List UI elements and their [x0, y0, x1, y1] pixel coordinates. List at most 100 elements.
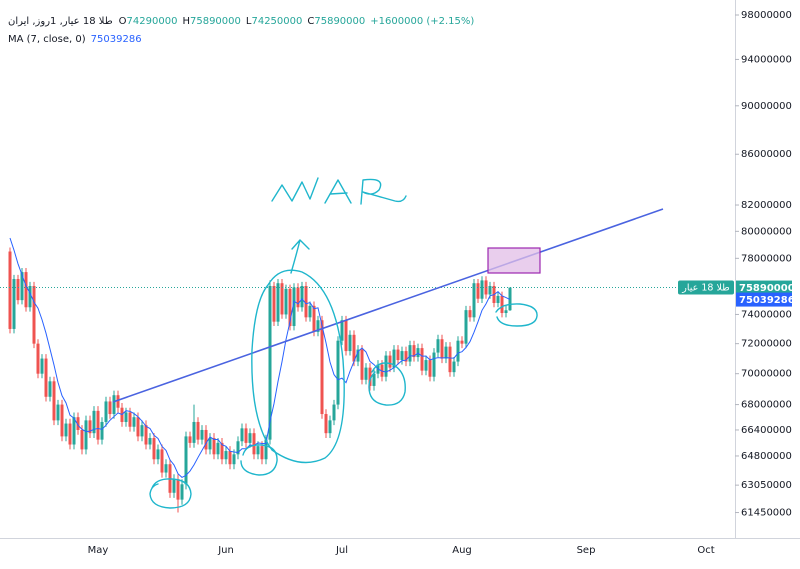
candle-body [156, 449, 160, 460]
last-price-label: 75890000 [739, 283, 795, 294]
candle-body [248, 433, 252, 443]
candle-body [476, 283, 480, 299]
y-tick-label: 82000000 [741, 200, 792, 211]
candle-body [384, 355, 388, 377]
candle-body [140, 425, 144, 437]
candle-body [92, 410, 96, 434]
candle-body [388, 355, 392, 368]
symbol: طلا 18 عیار, 1روز, ایران [8, 16, 113, 27]
candle-body [224, 451, 228, 460]
candle-body [428, 360, 432, 377]
ohlc-value: 74250000 [251, 16, 303, 27]
ma-value-label: 75039286 [739, 295, 795, 306]
candle-body [56, 404, 60, 421]
x-tick-label: Sep [577, 545, 596, 556]
candle-body [60, 404, 64, 437]
ohlc-key: C [307, 16, 315, 27]
candle-body [412, 345, 416, 358]
user-drawings [112, 177, 664, 509]
y-tick-label: 72000000 [741, 339, 792, 350]
candle-body [264, 439, 268, 460]
candle-body [444, 346, 448, 359]
candle-body [84, 420, 88, 450]
y-tick-label: 64800000 [741, 451, 792, 462]
candle-body [304, 286, 308, 318]
candle-body [324, 414, 328, 434]
candle-body [352, 334, 356, 362]
candle-body [116, 395, 120, 408]
rectangle-drawing [487, 247, 541, 274]
candle-body [440, 339, 444, 359]
circle [368, 362, 406, 406]
candle-body [232, 454, 236, 465]
candle-body [288, 288, 292, 327]
ohlc-key: H [182, 16, 190, 27]
candle-body [308, 305, 312, 318]
y-tick-label: 86000000 [741, 149, 792, 160]
candle-body [200, 429, 204, 440]
ma-line [9, 237, 511, 479]
candle-body [272, 286, 276, 322]
war-letter-r [360, 178, 407, 205]
plot [0, 237, 735, 513]
y-tick-label: 90000000 [741, 101, 792, 112]
candle-body [284, 288, 288, 315]
y-tick-label: 70000000 [741, 369, 792, 380]
candle-body [320, 320, 324, 415]
candle-body [336, 340, 340, 405]
x-tick-label: Jul [335, 545, 348, 556]
candle-body [184, 436, 188, 485]
candle-body [204, 429, 208, 450]
candle-body [52, 381, 56, 421]
y-tick-label: 63050000 [741, 480, 792, 491]
candle-body [364, 367, 368, 380]
candle-body [176, 479, 180, 500]
candle-body [144, 425, 148, 445]
candle-body [28, 286, 32, 308]
candle-body [172, 479, 176, 493]
y-tick-label: 68000000 [741, 400, 792, 411]
candle-body [44, 358, 48, 397]
candle-body [316, 320, 320, 332]
indicator-title: MA (7, close, 0) [8, 34, 86, 45]
candle-body [432, 352, 436, 377]
x-tick-label: Oct [697, 545, 714, 556]
circle [495, 303, 538, 327]
candle-body [12, 279, 16, 329]
candle-body [104, 401, 108, 422]
price-tag-box [678, 280, 734, 295]
indicator-row: MA (7, close, 0) 75039286 [8, 31, 479, 49]
candle-body [280, 283, 284, 315]
ohlc-row: طلا 18 عیار, 1روز, ایران O74290000 H758900… [8, 13, 479, 31]
candle-body [48, 381, 52, 397]
candle-body [296, 287, 300, 308]
candle-body [132, 417, 136, 427]
candle-body [124, 412, 128, 422]
candle-body [340, 320, 344, 341]
candle-body [252, 433, 256, 455]
candle-body [488, 286, 492, 295]
candle-body [212, 438, 216, 455]
candle-body [480, 280, 484, 299]
candle-body [220, 442, 224, 460]
war-letter-a [324, 179, 352, 204]
candle-body [112, 395, 116, 415]
y-tick-label: 80000000 [741, 226, 792, 237]
candle-body [160, 449, 164, 473]
candle-body [68, 423, 72, 445]
candle-body [356, 349, 360, 362]
candle-body [100, 421, 104, 440]
candle-body [180, 484, 184, 500]
x-tick-label: May [88, 545, 109, 556]
y-tick-label: 98000000 [741, 10, 792, 21]
candle-body [244, 428, 248, 443]
candle-body [108, 401, 112, 415]
ohlc-key: O [118, 16, 127, 27]
candle-body [408, 345, 412, 362]
circle [251, 269, 345, 464]
candle-body [136, 417, 140, 437]
candle-body [268, 286, 272, 440]
candle-body [208, 438, 212, 450]
candle-body [88, 420, 92, 434]
